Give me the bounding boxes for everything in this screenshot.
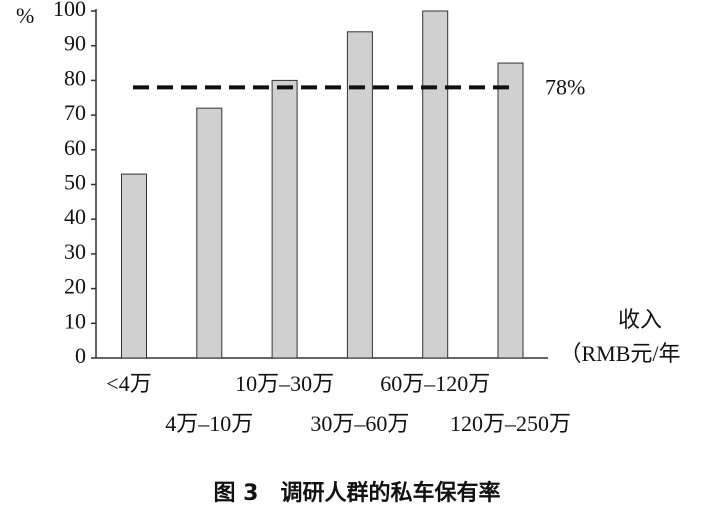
y-axis-label: % xyxy=(16,3,34,28)
bar xyxy=(271,79,298,359)
y-tick-label: 100 xyxy=(53,0,86,21)
y-tick-label: 70 xyxy=(64,100,86,125)
y-tick-label: 10 xyxy=(64,308,86,333)
x-tick-label: 30万–60万 xyxy=(310,411,409,436)
x-tick-label: 120万–250万 xyxy=(450,411,571,436)
x-axis-label: 收入 xyxy=(618,307,662,332)
bar xyxy=(497,62,524,359)
y-tick-label: 80 xyxy=(64,65,86,90)
x-tick-label: 60万–120万 xyxy=(380,371,490,396)
bar xyxy=(346,31,373,359)
y-tick-label: 30 xyxy=(64,239,86,264)
bar xyxy=(121,173,147,359)
x-tick-label: 4万–10万 xyxy=(165,411,253,436)
chart-title: 图 3 调研人群的私车保有率 xyxy=(214,480,501,506)
y-tick-label: 20 xyxy=(64,274,86,299)
reference-label: 78% xyxy=(545,74,585,99)
x-axis-label: （RMB元/年 xyxy=(559,341,680,366)
x-tick-label: <4万 xyxy=(106,371,151,396)
bar xyxy=(422,10,449,359)
x-tick-label: 10万–30万 xyxy=(235,371,334,396)
y-tick-label: 50 xyxy=(64,170,86,195)
y-tick-label: 60 xyxy=(64,135,86,160)
y-tick-label: 0 xyxy=(75,343,86,368)
y-tick-label: 40 xyxy=(64,204,86,229)
y-tick-label: 90 xyxy=(64,31,86,56)
bar xyxy=(196,107,223,359)
